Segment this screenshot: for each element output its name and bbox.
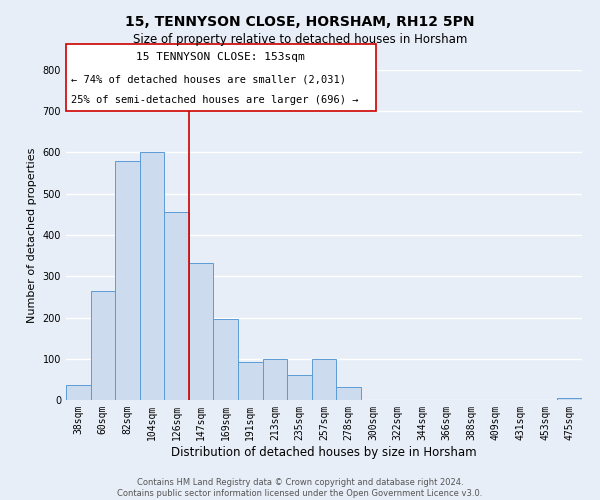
Text: Contains HM Land Registry data © Crown copyright and database right 2024.
Contai: Contains HM Land Registry data © Crown c…	[118, 478, 482, 498]
Y-axis label: Number of detached properties: Number of detached properties	[27, 148, 37, 322]
Text: 15, TENNYSON CLOSE, HORSHAM, RH12 5PN: 15, TENNYSON CLOSE, HORSHAM, RH12 5PN	[125, 15, 475, 29]
Bar	[140, 152, 164, 400]
Bar	[214, 318, 238, 400]
Bar	[91, 290, 115, 400]
Bar	[263, 358, 287, 400]
Text: Size of property relative to detached houses in Horsham: Size of property relative to detached ho…	[133, 32, 467, 46]
Text: ← 74% of detached houses are smaller (2,031): ← 74% of detached houses are smaller (2,…	[71, 75, 346, 85]
Bar	[66, 384, 91, 400]
Bar	[287, 375, 312, 400]
Text: 15 TENNYSON CLOSE: 153sqm: 15 TENNYSON CLOSE: 153sqm	[136, 52, 305, 62]
Bar	[164, 212, 189, 400]
Bar	[557, 398, 582, 400]
Bar	[189, 262, 214, 400]
Bar	[238, 362, 263, 400]
X-axis label: Distribution of detached houses by size in Horsham: Distribution of detached houses by size …	[171, 446, 477, 458]
FancyBboxPatch shape	[66, 44, 376, 112]
Text: 25% of semi-detached houses are larger (696) →: 25% of semi-detached houses are larger (…	[71, 95, 359, 105]
Bar	[336, 387, 361, 400]
Bar	[312, 358, 336, 400]
Bar	[115, 160, 140, 400]
